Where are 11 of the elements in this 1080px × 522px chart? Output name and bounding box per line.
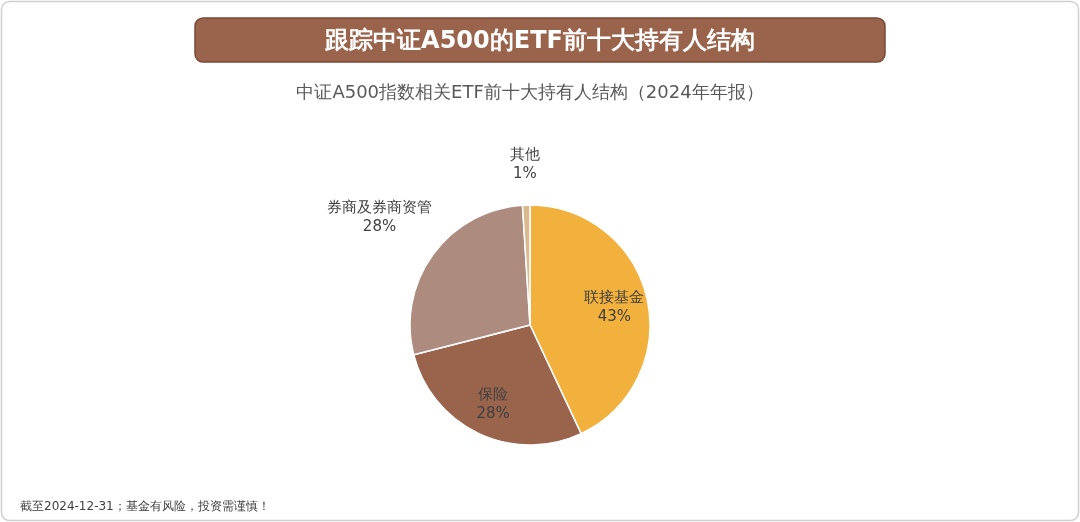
data-label: 28% bbox=[362, 216, 397, 235]
data-label: 43% bbox=[597, 307, 631, 326]
slice-label: 保险 bbox=[478, 385, 509, 404]
slice-label: 券商及券商资管 bbox=[327, 197, 433, 216]
data-label: 1% bbox=[513, 164, 537, 183]
slice-label: 联接基金 bbox=[584, 288, 645, 307]
slice-label: 其他 bbox=[509, 145, 540, 164]
chart-title: 跟踪中证A500的ETF前十大持有人结构 bbox=[324, 26, 755, 54]
data-label: 28% bbox=[476, 404, 510, 423]
text: 截至2024-12-31；基金有风险，投资需谨慎！ bbox=[20, 499, 270, 513]
chart-subtitle: 中证A500指数相关ETF前十大持有人结构（2024年年报） bbox=[296, 81, 764, 102]
